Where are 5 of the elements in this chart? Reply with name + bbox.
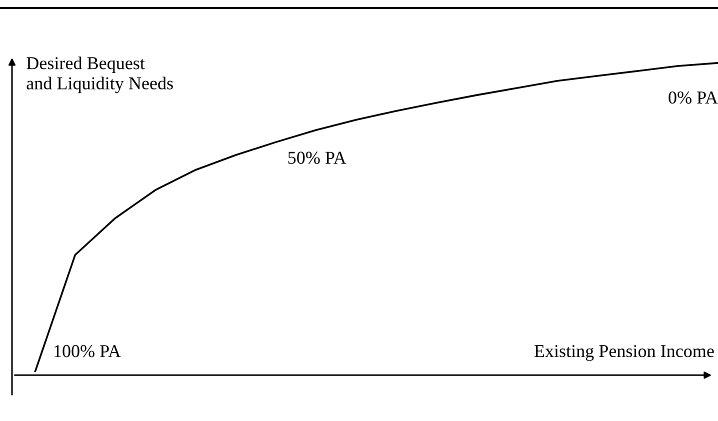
y-axis-title: Desired Bequest and Liquidity Needs [26, 56, 173, 94]
annotation: 50% PA [288, 152, 346, 164]
annotation: 0% PA [668, 91, 718, 104]
annotation: 100% PA [54, 345, 121, 358]
x-axis-title: Existing Pension Income [534, 345, 714, 361]
